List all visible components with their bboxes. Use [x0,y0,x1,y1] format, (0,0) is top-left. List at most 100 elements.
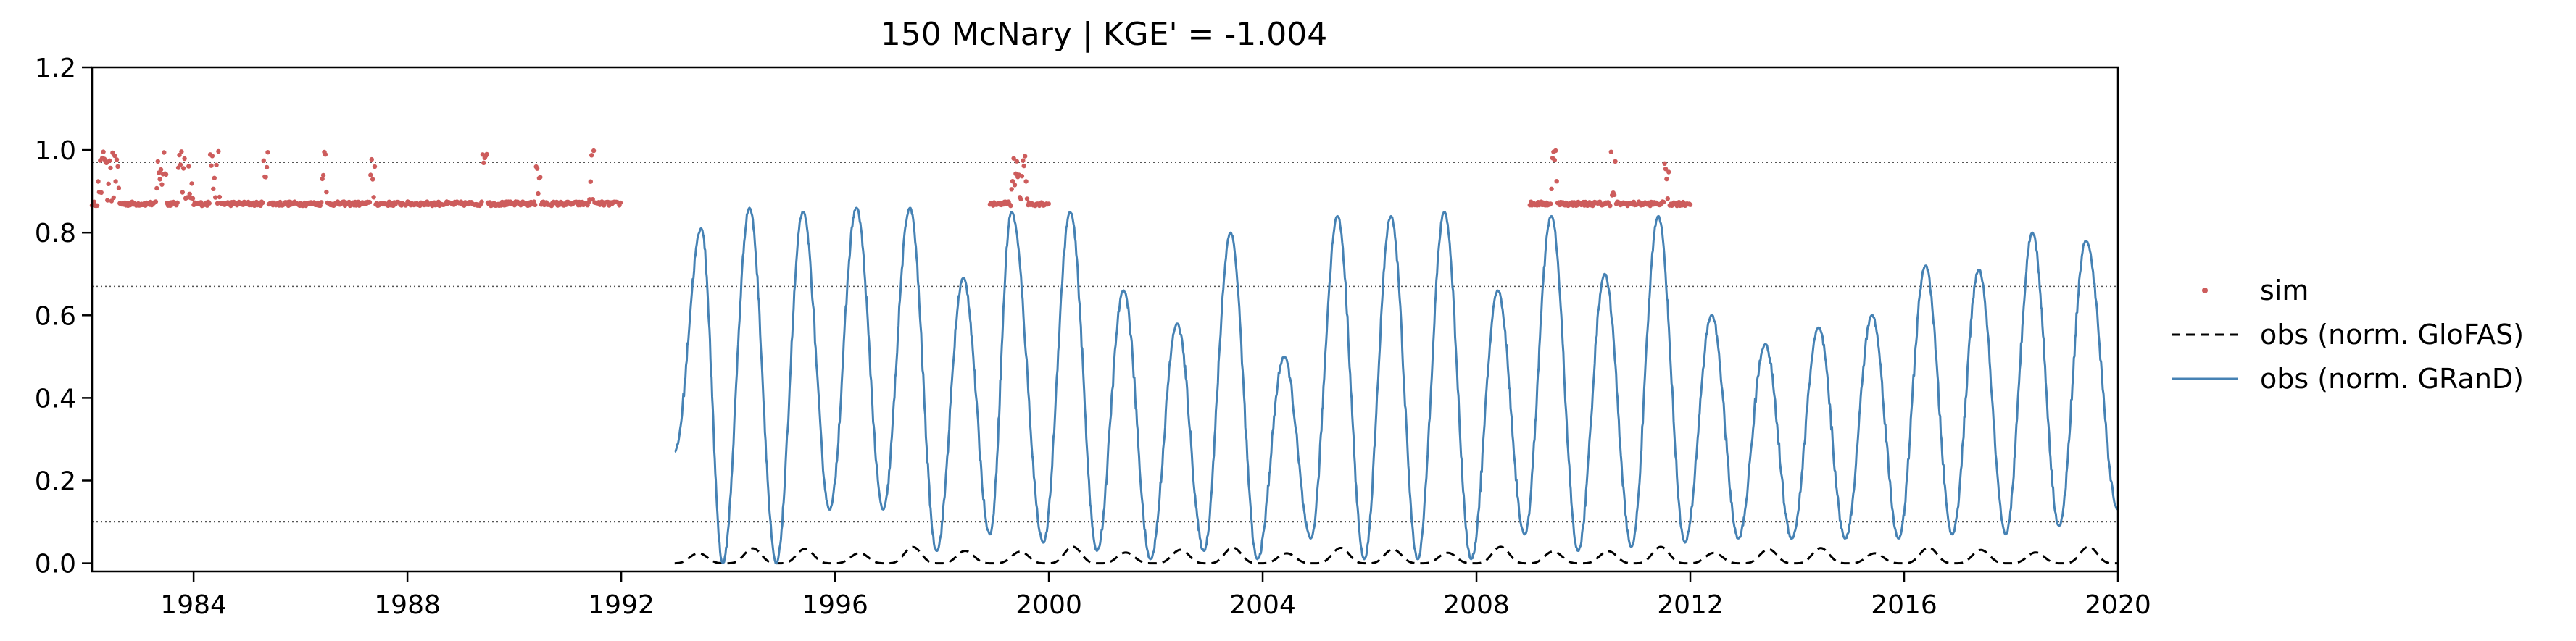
legend-grand-label: obs (norm. GRanD) [2260,363,2524,395]
y-tick-label: 0.2 [35,466,76,496]
sim-point [187,191,192,196]
sim-point [175,200,180,205]
sim-point [1554,179,1559,184]
x-tick-label: 1984 [160,590,227,620]
sim-point [323,152,328,157]
sim-point [213,195,218,200]
sim-point [484,151,489,157]
sim-point [96,179,101,184]
sim-point [162,150,167,155]
legend: sim obs (norm. GloFAS) obs (norm. GRanD) [2172,275,2524,395]
sim-point [1021,158,1026,163]
sim-point [320,176,325,182]
sim-point [1019,174,1025,179]
x-tick-label: 1988 [374,590,441,620]
sim-point [107,158,112,163]
sim-point [1012,183,1018,188]
sim-point [1613,159,1618,164]
sim-point [536,190,541,196]
sim-point [1552,157,1557,163]
sim-point [1011,156,1016,161]
y-axis: 0.0 0.2 0.4 0.6 0.8 1.0 1.2 [35,54,92,579]
sim-point [182,156,187,162]
sim-point [1548,201,1553,206]
x-tick-label: 1996 [802,590,868,620]
legend-sim-marker [2202,288,2208,293]
sim-point [214,162,219,167]
y-tick-label: 1.2 [35,54,76,83]
y-tick-label: 0.4 [35,384,76,414]
x-tick-label: 2016 [1871,590,1937,620]
sim-point [1608,203,1613,209]
sim-point [1663,167,1669,172]
sim-point [212,175,217,180]
sim-point [367,199,373,205]
sim-point [190,196,196,201]
sim-point [179,149,184,154]
y-tick-label: 0.6 [35,301,76,331]
sim-point [1666,169,1671,175]
sim-point [534,166,540,171]
sim-point [108,165,113,171]
sim-point [1009,187,1014,192]
sim-point [263,175,268,180]
sim-point [109,198,115,204]
sim-point [216,148,221,154]
sim-point [371,195,376,200]
sim-point [1010,179,1015,184]
sim-point [1665,196,1670,201]
sim-point [211,186,216,191]
sim-point [106,181,111,186]
sim-point [591,148,597,154]
sim-point [153,199,159,204]
sim-point [370,177,375,182]
sim-point [265,150,270,155]
grand-line [674,206,2119,565]
sim-point [189,181,194,186]
sim-point [209,154,215,159]
sim-point [320,172,326,178]
sim-point [180,190,185,195]
sim-point [163,172,169,177]
x-tick-label: 2008 [1443,590,1510,620]
sim-point [178,162,183,167]
sim-point [157,177,162,182]
sim-point [319,200,324,205]
sim-point [372,164,378,169]
sim-point [479,199,484,204]
sim-point [1046,201,1052,206]
sim-point [589,153,594,158]
reference-lines [92,162,2118,523]
sim-point [369,156,374,162]
sim-point [368,172,373,177]
y-tick-label: 0.8 [35,219,76,248]
sim-point [115,164,120,169]
legend-glofas-label: obs (norm. GloFAS) [2260,319,2524,351]
plot-area-frame [91,66,2119,573]
sim-point [481,160,486,165]
sim-point [1018,196,1023,202]
x-tick-label: 2012 [1657,590,1724,620]
sim-series [89,148,1693,209]
sim-point [264,164,270,170]
sim-point [1553,148,1558,154]
sim-point [181,166,186,171]
sim-point [324,189,329,195]
x-tick-label: 2000 [1015,590,1082,620]
chart-title: 150 McNary | KGE' = -1.004 [881,16,1327,53]
sim-point [113,179,118,184]
sim-point [1021,163,1026,169]
sim-point [1664,176,1669,182]
grand-series [674,206,2119,565]
sim-point [1023,179,1029,184]
sim-point [94,203,100,208]
x-tick-label: 1992 [588,590,655,620]
sim-point [260,200,265,206]
x-tick-label: 2020 [2085,590,2151,620]
glofas-series [674,545,2118,565]
y-tick-label: 1.0 [35,136,76,166]
sim-point [538,175,543,180]
sim-point [533,202,538,208]
sim-point [1014,159,1020,164]
